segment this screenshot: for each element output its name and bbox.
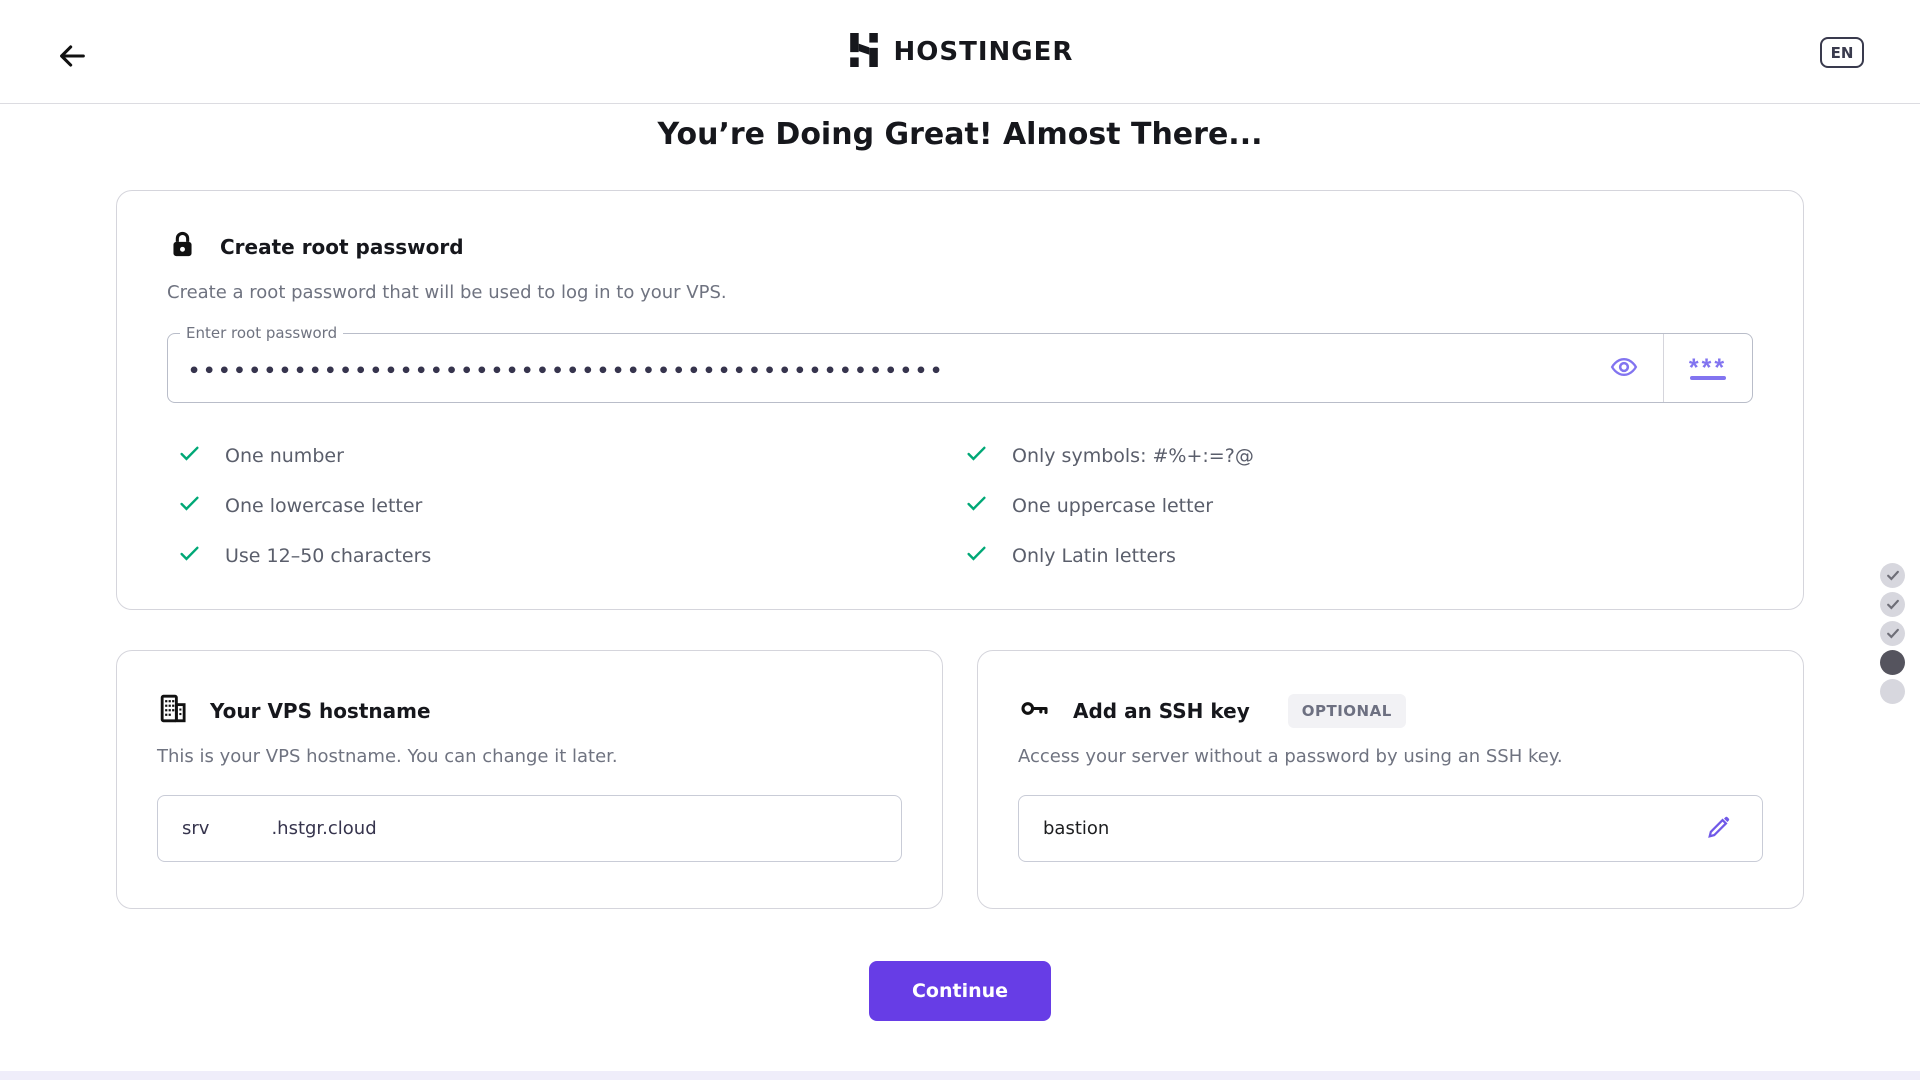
check-icon — [966, 445, 987, 467]
hostname-card-description: This is your VPS hostname. You can chang… — [157, 746, 618, 767]
password-card-description: Create a root password that will be used… — [167, 282, 727, 303]
step-dot-complete — [1880, 621, 1905, 646]
top-header: HOSTINGER EN — [0, 0, 1920, 104]
step-check-icon — [1886, 624, 1900, 643]
key-icon — [1018, 693, 1051, 728]
requirement-one-uppercase: One uppercase letter — [966, 495, 1753, 517]
generate-password-icon: *** — [1689, 357, 1727, 380]
input-divider — [1663, 334, 1664, 402]
check-icon — [179, 495, 200, 517]
requirement-one-lowercase: One lowercase letter — [179, 495, 966, 517]
step-dot-complete — [1880, 592, 1905, 617]
step-check-icon — [1886, 595, 1900, 614]
toggle-password-visibility-button[interactable] — [1585, 334, 1663, 402]
hostinger-logo: HOSTINGER — [847, 32, 1074, 71]
hostname-card-header: Your VPS hostname — [157, 693, 902, 728]
root-password-input[interactable] — [168, 334, 1585, 402]
continue-button[interactable]: Continue — [868, 961, 1052, 1021]
root-password-field-label: Enter root password — [180, 324, 344, 342]
ssh-card-description: Access your server without a password by… — [1018, 746, 1563, 767]
check-icon — [179, 545, 200, 567]
edit-ssh-key-button[interactable] — [1698, 809, 1738, 849]
pencil-icon — [1705, 814, 1732, 844]
vps-hostname-card: Your VPS hostname This is your VPS hostn… — [116, 650, 943, 909]
lock-icon — [167, 229, 198, 264]
password-requirements: One number Only symbols: #%+:=?@ One low… — [167, 445, 1753, 567]
check-icon — [179, 445, 200, 467]
hostinger-logo-icon — [847, 32, 881, 71]
check-icon — [966, 545, 987, 567]
password-card-header: Create root password — [167, 229, 1753, 264]
requirement-length: Use 12–50 characters — [179, 545, 966, 567]
page-title: You’re Doing Great! Almost There... — [657, 117, 1263, 152]
arrow-left-icon — [56, 45, 88, 75]
eye-icon — [1606, 353, 1642, 384]
hostname-number-input[interactable] — [209, 818, 272, 839]
check-icon — [966, 495, 987, 517]
create-root-password-card: Create root password Create a root passw… — [116, 190, 1804, 610]
optional-badge: OPTIONAL — [1287, 693, 1406, 728]
step-dot-current — [1880, 650, 1905, 675]
ssh-key-name-input[interactable] — [1043, 818, 1698, 839]
hostname-suffix: .hstgr.cloud — [271, 818, 377, 839]
building-icon — [157, 693, 188, 728]
language-selector-button[interactable]: EN — [1820, 37, 1864, 68]
back-button[interactable] — [52, 36, 92, 76]
ssh-key-card: Add an SSH key OPTIONAL Access your serv… — [977, 650, 1804, 909]
bottom-accent-bar — [0, 1071, 1920, 1080]
requirement-only-symbols: Only symbols: #%+:=?@ — [966, 445, 1753, 467]
requirement-latin-letters: Only Latin letters — [966, 545, 1753, 567]
password-card-title: Create root password — [220, 234, 464, 259]
step-check-icon — [1886, 566, 1900, 585]
ssh-card-header: Add an SSH key OPTIONAL — [1018, 693, 1763, 728]
step-dot-upcoming — [1880, 679, 1905, 704]
generate-password-button[interactable]: *** — [1664, 334, 1752, 402]
main-content: Create root password Create a root passw… — [116, 190, 1804, 1021]
hostname-prefix: srv — [182, 818, 210, 839]
brand-name: HOSTINGER — [893, 36, 1074, 67]
requirement-one-number: One number — [179, 445, 966, 467]
hostname-card-title: Your VPS hostname — [210, 698, 431, 723]
hostname-field: srv .hstgr.cloud — [157, 795, 902, 862]
ssh-card-title: Add an SSH key — [1073, 698, 1250, 723]
progress-stepper — [1880, 563, 1905, 704]
step-dot-complete — [1880, 563, 1905, 588]
ssh-key-field — [1018, 795, 1763, 862]
root-password-field-group: Enter root password *** — [167, 324, 1753, 403]
